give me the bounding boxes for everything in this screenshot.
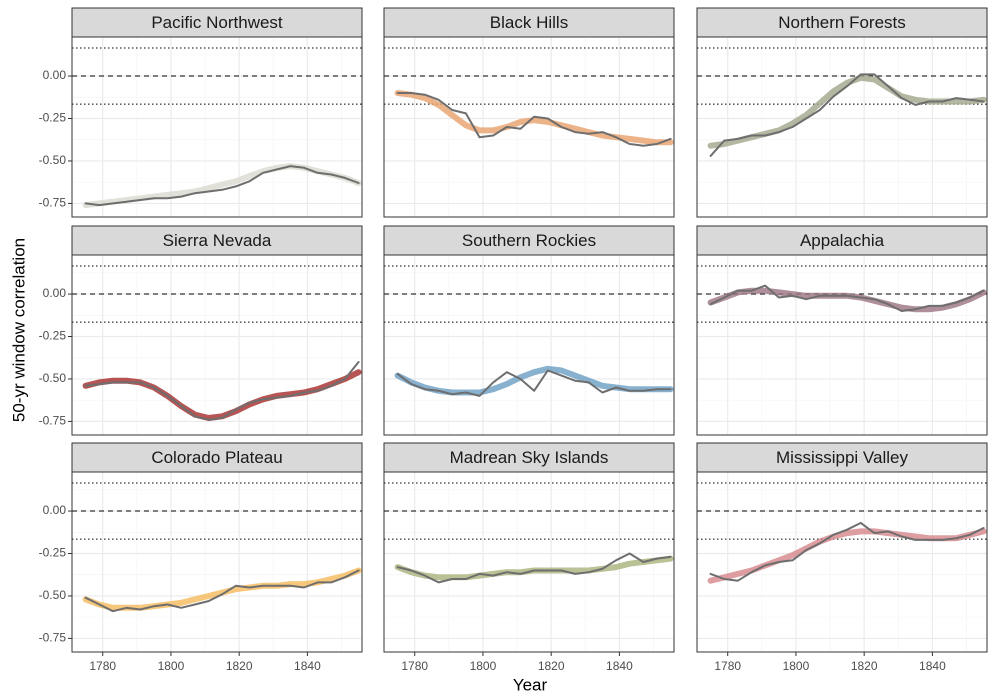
strip-label: Pacific Northwest (151, 13, 283, 32)
x-tick-label: 1780 (714, 659, 741, 673)
strip-label: Black Hills (490, 13, 568, 32)
strip (383, 7, 675, 38)
data-line (84, 165, 360, 207)
panel-background (72, 255, 362, 435)
strip (383, 225, 675, 256)
strip-label: Appalachia (800, 231, 885, 250)
y-tick-label: 0.00 (43, 503, 67, 517)
y-tick-label: -0.25 (39, 546, 67, 560)
x-tick-label: 1840 (919, 659, 946, 673)
panel-background (697, 472, 987, 652)
y-tick-label: -0.50 (39, 588, 67, 602)
smooth-line (707, 528, 987, 584)
y-tick-label: 0.00 (43, 286, 67, 300)
x-tick-label: 1800 (783, 659, 810, 673)
x-tick-label: 1840 (294, 659, 321, 673)
smooth-line (82, 369, 362, 421)
panel-background (72, 472, 362, 652)
y-tick-label: -0.75 (39, 196, 67, 210)
smooth-line (394, 90, 674, 146)
strip-label: Southern Rockies (462, 231, 596, 250)
x-tick-label: 1820 (226, 659, 253, 673)
y-tick-label: -0.25 (39, 111, 67, 125)
x-tick-label: 1800 (470, 659, 497, 673)
strip-label: Madrean Sky Islands (450, 448, 609, 467)
data-line (84, 569, 360, 613)
y-tick-label: -0.50 (39, 153, 67, 167)
strip (71, 442, 363, 473)
strip (696, 7, 988, 38)
data-line (709, 284, 985, 312)
x-tick-label: 1780 (401, 659, 428, 673)
y-axis-title: 50-yr window correlation (9, 238, 28, 422)
data-line (396, 369, 672, 397)
strip (71, 225, 363, 256)
y-tick-label: -0.75 (39, 414, 67, 428)
y-tick-label: -0.75 (39, 631, 67, 645)
data-line (84, 361, 360, 421)
data-line (396, 92, 672, 147)
y-tick-label: 0.00 (43, 68, 67, 82)
data-line (709, 73, 985, 157)
panel-background (384, 255, 674, 435)
x-tick-label: 1780 (89, 659, 116, 673)
smooth-line (82, 163, 362, 209)
strip (383, 442, 675, 473)
strip (696, 225, 988, 256)
y-tick-label: -0.25 (39, 329, 67, 343)
strip-label: Northern Forests (778, 13, 906, 32)
x-axis-title: Year (513, 675, 548, 694)
panel-background (384, 37, 674, 217)
strip-label: Sierra Nevada (163, 231, 272, 250)
panel-background (697, 255, 987, 435)
y-tick-label: -0.50 (39, 371, 67, 385)
x-tick-label: 1800 (158, 659, 185, 673)
strip-label: Colorado Plateau (151, 448, 282, 467)
strip-label: Mississippi Valley (776, 448, 908, 467)
panel-background (697, 37, 987, 217)
x-tick-label: 1820 (851, 659, 878, 673)
data-line (396, 552, 672, 584)
x-tick-label: 1820 (538, 659, 565, 673)
data-line (709, 521, 985, 582)
strip (71, 7, 363, 38)
strip (696, 442, 988, 473)
x-tick-label: 1840 (606, 659, 633, 673)
